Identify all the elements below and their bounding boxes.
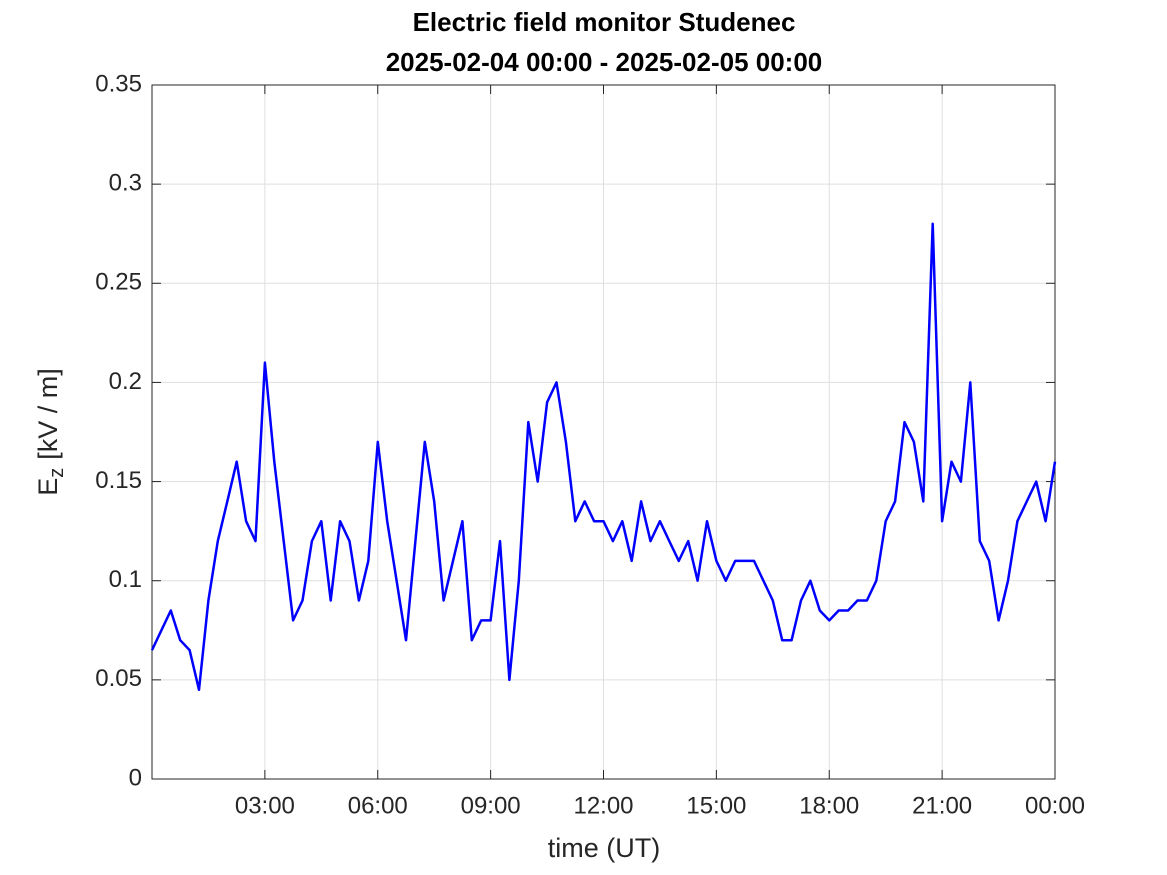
y-axis-label: Ez [kV / m]	[33, 368, 68, 496]
data-line	[150, 222, 1057, 692]
x-tick-label: 06:00	[348, 792, 408, 819]
x-tick-label: 18:00	[799, 792, 859, 819]
chart-subtitle: 2025-02-04 00:00 - 2025-02-05 00:00	[386, 47, 823, 77]
x-tick-label: 00:00	[1025, 792, 1085, 819]
x-tick-label: 09:00	[461, 792, 521, 819]
y-axis-label-unit: [kV / m]	[33, 368, 63, 460]
axes-box	[151, 84, 1056, 780]
y-tick-label: 0.3	[109, 169, 142, 196]
x-tick-label: 03:00	[235, 792, 295, 819]
y-tick-label: 0	[129, 764, 142, 791]
y-tick-label: 0.05	[95, 665, 142, 692]
x-tick-label: 15:00	[686, 792, 746, 819]
y-tick-label: 0.2	[109, 368, 142, 395]
y-axis-label-subscript: z	[46, 468, 68, 478]
y-tick-label: 0.15	[95, 467, 142, 494]
y-tick-label: 0.1	[109, 566, 142, 593]
x-tick-label: 12:00	[573, 792, 633, 819]
x-tick-label: 21:00	[912, 792, 972, 819]
chart-title: Electric field monitor Studenec	[413, 7, 796, 37]
x-axis-label: time (UT)	[548, 833, 660, 863]
y-axis-label-main: E	[33, 478, 63, 496]
y-tick-label: 0.35	[95, 70, 142, 97]
y-tick-label: 0.25	[95, 269, 142, 296]
